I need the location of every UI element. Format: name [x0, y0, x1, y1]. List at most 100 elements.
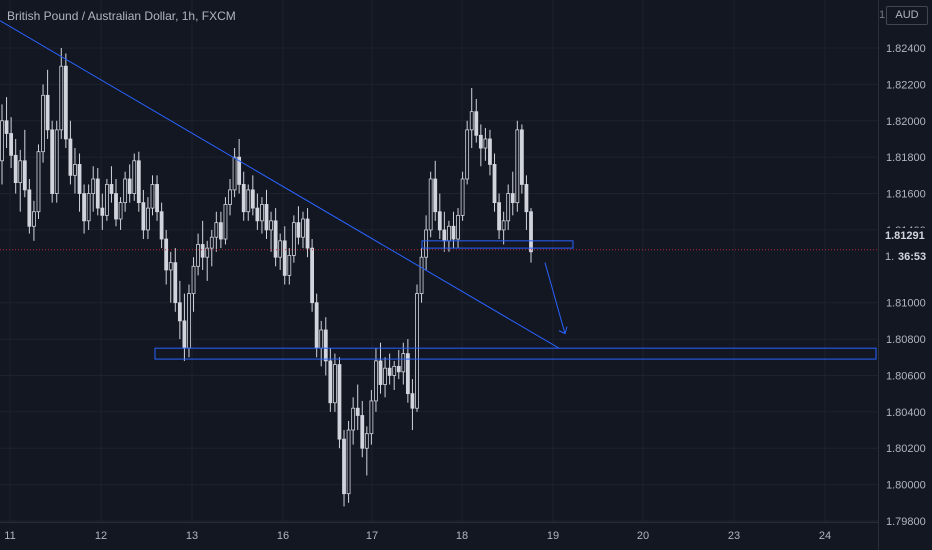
- candle: [123, 171, 128, 212]
- candle: [492, 153, 497, 212]
- candle: [323, 317, 328, 376]
- candle: [529, 208, 533, 263]
- candle: [396, 349, 401, 380]
- candle: [342, 430, 346, 507]
- candle: [451, 211, 456, 249]
- candle: [63, 53, 68, 149]
- candle-body: [13, 154, 18, 184]
- candle-body: [428, 178, 433, 231]
- candle: [146, 197, 150, 240]
- candle: [524, 175, 529, 230]
- candle: [22, 129, 27, 198]
- candle-body: [168, 262, 173, 271]
- candle-body: [287, 254, 292, 276]
- time-tick-label: 24: [819, 530, 831, 542]
- candle: [392, 360, 397, 391]
- price-tick-label: 1.80400: [886, 407, 926, 419]
- candle: [27, 178, 32, 234]
- candle: [177, 280, 182, 340]
- candle-body: [319, 329, 324, 349]
- candle: [250, 175, 255, 216]
- candle: [428, 171, 433, 238]
- candle: [68, 120, 73, 185]
- candle: [378, 342, 383, 394]
- candle: [127, 164, 132, 203]
- candle-body: [196, 244, 200, 267]
- candle-body: [150, 184, 155, 209]
- candle-body: [127, 178, 132, 194]
- candle-body: [232, 156, 237, 191]
- candle-body: [497, 202, 501, 231]
- candle: [510, 171, 515, 216]
- candle-body: [305, 218, 310, 249]
- time-tick-label: 17: [366, 530, 378, 542]
- candle: [73, 148, 77, 194]
- candle-body: [301, 218, 305, 238]
- candle: [136, 151, 141, 212]
- candle-body: [415, 293, 419, 409]
- candle-body: [501, 220, 506, 231]
- candle-body: [155, 184, 159, 213]
- candle-body: [515, 129, 520, 204]
- candle: [91, 166, 96, 212]
- candle: [433, 160, 438, 221]
- currency-selector[interactable]: AUD: [886, 6, 928, 25]
- candle: [287, 248, 292, 285]
- candle: [59, 48, 64, 139]
- candle-body: [474, 111, 479, 136]
- candle-body: [32, 211, 36, 227]
- candle: [405, 339, 410, 403]
- candle-body: [451, 225, 456, 240]
- candle-body: [54, 129, 59, 194]
- candle: [0, 104, 4, 185]
- candle: [32, 200, 36, 241]
- candle-body: [4, 120, 9, 134]
- countdown-prefix: 1.: [885, 251, 895, 263]
- candle-body: [437, 211, 442, 231]
- candle-body: [410, 393, 415, 409]
- candle: [41, 84, 45, 163]
- candle: [191, 257, 196, 312]
- candle: [150, 175, 155, 216]
- projection-arrow-head: [558, 326, 568, 335]
- candle-body: [374, 360, 378, 402]
- candle: [86, 184, 91, 230]
- candle-body: [282, 240, 287, 276]
- candle: [205, 240, 210, 281]
- candle: [346, 420, 351, 503]
- currency-badge-value: 1: [879, 9, 886, 21]
- candle: [18, 149, 23, 212]
- candle: [351, 397, 356, 445]
- time-tick-label: 11: [4, 530, 15, 542]
- price-tick-label: 1.82400: [886, 43, 926, 55]
- candle-body: [323, 329, 328, 362]
- candle-body: [177, 302, 182, 322]
- candle-body: [492, 164, 497, 204]
- candle: [173, 248, 178, 312]
- candle-body: [529, 211, 533, 253]
- candle: [301, 211, 305, 249]
- candle: [437, 193, 442, 240]
- candle-body: [460, 178, 465, 216]
- candle: [305, 208, 310, 258]
- candle: [497, 193, 501, 240]
- candle-body: [387, 367, 392, 376]
- candle: [355, 384, 360, 431]
- candle-body: [328, 360, 333, 404]
- price-tick-label: 1.79800: [886, 516, 926, 528]
- candle-body: [310, 247, 315, 304]
- time-tick-label: 16: [277, 530, 289, 542]
- candle-body: [45, 94, 50, 131]
- candle: [260, 197, 264, 234]
- candle-body: [191, 265, 196, 294]
- candle: [246, 184, 251, 221]
- candle: [278, 233, 283, 270]
- candle-body: [118, 202, 123, 220]
- candle-body: [141, 202, 146, 231]
- candle: [164, 229, 169, 285]
- candle: [264, 189, 269, 240]
- candle-body: [18, 160, 23, 184]
- candle-body: [123, 178, 128, 204]
- candle-body: [241, 184, 246, 213]
